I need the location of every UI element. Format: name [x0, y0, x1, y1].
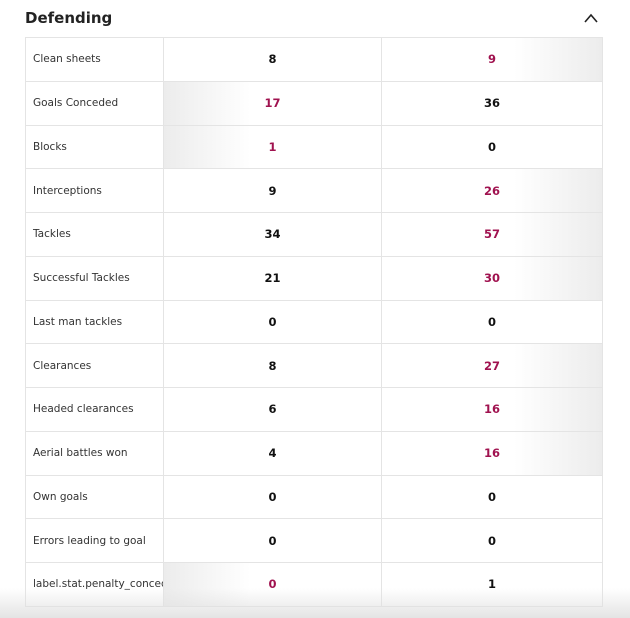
- stat-label: Own goals: [25, 475, 163, 519]
- home-value: 8: [163, 38, 381, 81]
- away-value: 30: [381, 256, 603, 300]
- stat-row: Headed clearances 6 16: [25, 388, 603, 432]
- home-value: 8: [163, 344, 381, 387]
- stat-label: Headed clearances: [25, 388, 163, 431]
- stat-label: Goals Conceded: [25, 81, 163, 125]
- away-value: 0: [381, 300, 603, 344]
- stat-label: label.stat.penalty_conceded: [25, 563, 163, 606]
- stat-row: label.stat.penalty_conceded01: [25, 563, 603, 607]
- stat-row: Clean sheets 8 9: [25, 38, 603, 82]
- stat-label: Errors leading to goal: [25, 519, 163, 562]
- stat-label: Clean sheets: [25, 38, 163, 81]
- stat-label: Clearances: [25, 344, 163, 387]
- stat-row: Successful Tackles 21 30: [25, 256, 603, 301]
- stat-label: Successful Tackles: [25, 256, 163, 300]
- collapse-toggle[interactable]: [583, 12, 599, 24]
- home-value: 0: [163, 300, 381, 344]
- stat-row: Tackles 34 57: [25, 213, 603, 257]
- away-value: 1: [381, 563, 603, 606]
- away-value: 26: [381, 169, 603, 212]
- home-value: 17: [163, 81, 381, 125]
- home-value: 6: [163, 388, 381, 431]
- stat-row: Clearances 8 27: [25, 344, 603, 388]
- away-value: 0: [381, 519, 603, 562]
- away-value: 0: [381, 475, 603, 519]
- home-value: 21: [163, 256, 381, 300]
- stat-label: Blocks: [25, 125, 163, 169]
- away-value: 0: [381, 125, 603, 169]
- home-value: 0: [163, 475, 381, 519]
- stat-row: Aerial battles won 4 16: [25, 431, 603, 476]
- section-title: Defending: [25, 9, 113, 27]
- away-value: 36: [381, 81, 603, 125]
- home-value: 9: [163, 169, 381, 212]
- away-value: 16: [381, 388, 603, 431]
- stat-row: Last man tackles 0 0: [25, 300, 603, 345]
- stat-label: Interceptions: [25, 169, 163, 212]
- stat-label: Last man tackles: [25, 300, 163, 344]
- home-value: 1: [163, 125, 381, 169]
- home-value: 4: [163, 431, 381, 475]
- stat-row: Errors leading to goal 0 0: [25, 519, 603, 563]
- away-value: 16: [381, 431, 603, 475]
- home-value: 0: [163, 519, 381, 562]
- stat-row: Interceptions 9 26: [25, 169, 603, 213]
- home-value: 0: [163, 563, 381, 606]
- stat-row: Goals Conceded 17 36: [25, 81, 603, 126]
- stat-row: Own goals 0 0: [25, 475, 603, 520]
- stats-table: Clean sheets 8 9 Goals Conceded 17 36 Blocks 1 0…: [25, 37, 603, 607]
- stat-label: Aerial battles won: [25, 431, 163, 475]
- stat-label: Tackles: [25, 213, 163, 256]
- away-value: 9: [381, 38, 603, 81]
- away-value: 27: [381, 344, 603, 387]
- home-value: 34: [163, 213, 381, 256]
- stat-row: Blocks 1 0: [25, 125, 603, 170]
- away-value: 57: [381, 213, 603, 256]
